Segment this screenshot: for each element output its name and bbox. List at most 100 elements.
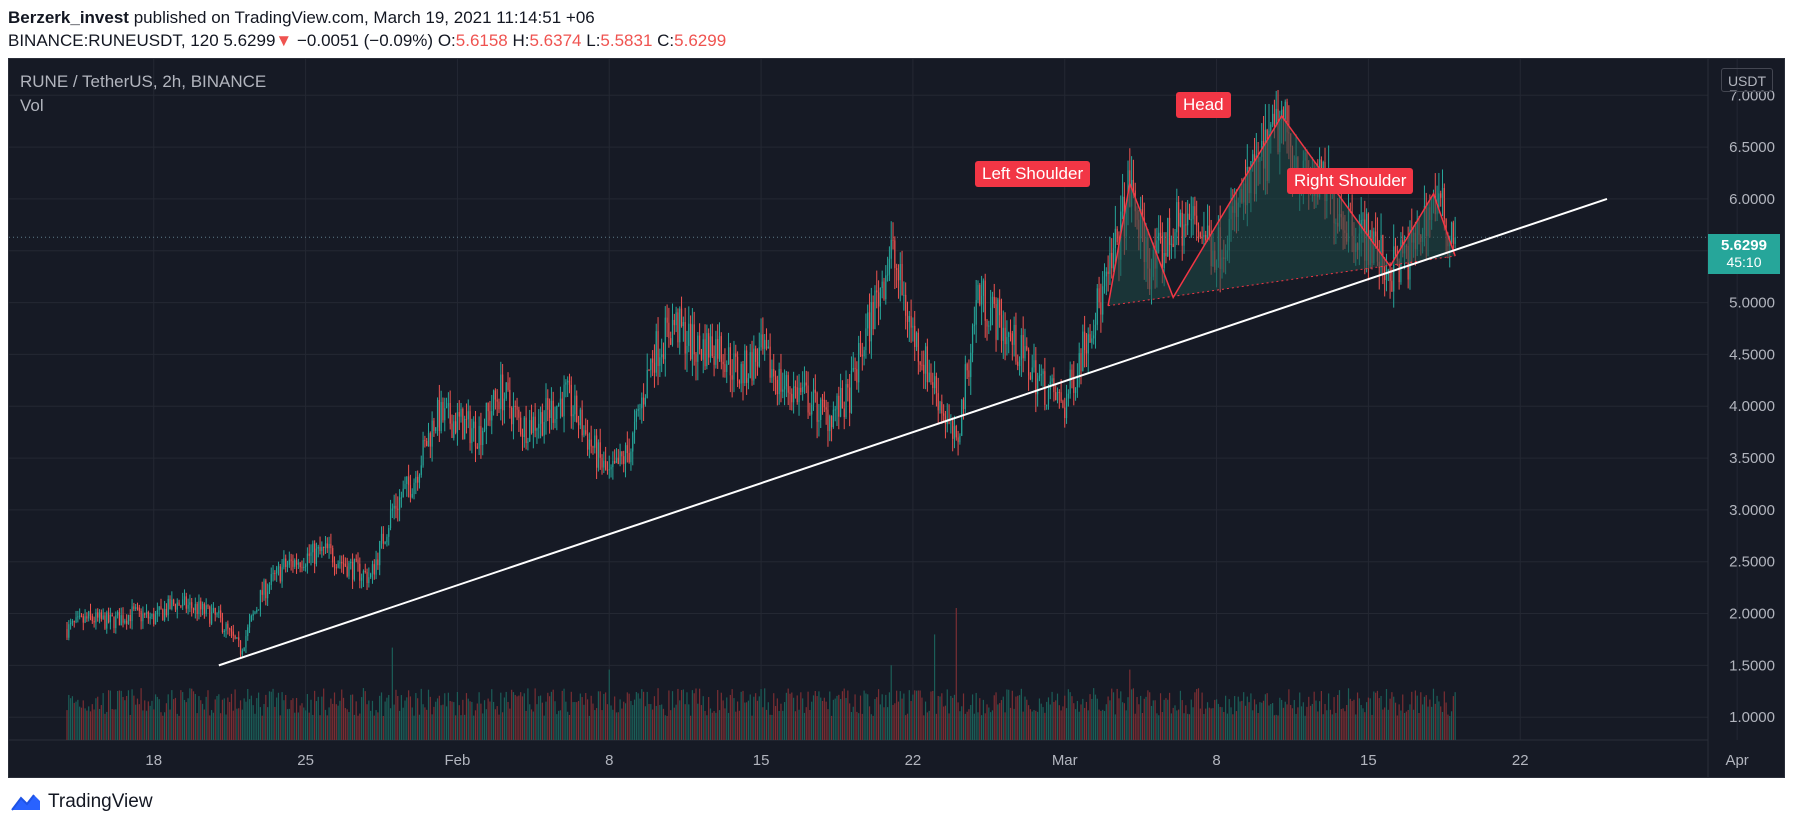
candle-body [1170, 243, 1172, 245]
currency-unit-button[interactable]: USDT [1721, 68, 1773, 92]
volume-bar [1349, 698, 1351, 740]
right-shoulder-label[interactable]: Right Shoulder [1287, 168, 1414, 194]
volume-bar [670, 710, 672, 740]
candle-body [174, 604, 177, 610]
volume-bar [404, 700, 406, 740]
volume-bar [1447, 714, 1449, 740]
candle-body [364, 570, 366, 573]
volume-bar [847, 690, 849, 740]
volume-bar [646, 691, 648, 740]
candle-body [1178, 202, 1180, 227]
candle-body [1203, 235, 1205, 238]
candle-body [688, 323, 690, 346]
candle-body [903, 294, 905, 296]
candle-body [75, 617, 77, 623]
volume-bar [382, 715, 384, 740]
volume-bar [211, 710, 213, 740]
candle-body [1091, 338, 1093, 343]
candle-body [567, 380, 569, 383]
candle-body [975, 299, 977, 325]
candle-body [637, 408, 639, 411]
head-label[interactable]: Head [1176, 92, 1231, 118]
volume-bar [389, 708, 392, 740]
volume-bar [1084, 707, 1086, 740]
time-tick-label: Mar [1052, 752, 1078, 769]
candle-body [512, 405, 515, 425]
volume-bar [1116, 688, 1118, 740]
candle-body [145, 612, 148, 614]
volume-bar [1192, 707, 1194, 740]
volume-bar [259, 707, 262, 740]
volume-bar [1331, 714, 1333, 740]
candle-body [639, 408, 641, 410]
candle-body [162, 609, 164, 621]
volume-bar [532, 711, 534, 740]
time-axis[interactable]: 18 25 Feb 8 15 22 Mar 8 15 22 Apr [145, 752, 1748, 769]
volume-bar [1369, 698, 1371, 740]
candle-body [310, 552, 312, 556]
candle-body [1096, 288, 1098, 325]
volume-bar [68, 694, 70, 740]
volume-bar [1255, 704, 1257, 740]
volume-bar [899, 691, 901, 740]
candle-body [1071, 369, 1073, 380]
candle-body [203, 603, 205, 614]
candle-body [424, 440, 426, 442]
price-tick-label: 3.0000 [1729, 502, 1775, 519]
volume-indicator-label[interactable]: Vol [20, 96, 44, 115]
head-and-shoulders-pattern[interactable] [1107, 114, 1456, 307]
volume-bar [686, 692, 688, 740]
candle-body [1111, 252, 1113, 269]
candle-body [807, 385, 809, 413]
candle-body [192, 608, 195, 611]
candle-body [80, 615, 83, 617]
volume-bar [823, 697, 825, 740]
candle-body [662, 354, 665, 360]
volume-bar [144, 700, 146, 740]
candle-body [301, 567, 303, 569]
volume-bar [865, 693, 867, 740]
volume-bar [1087, 710, 1089, 740]
volume-bar [1065, 708, 1068, 740]
candle-body [73, 620, 75, 623]
volume-bar [216, 695, 218, 740]
candle-body [464, 418, 466, 440]
volume-bar [458, 705, 460, 740]
volume-bar [209, 715, 211, 740]
volume-bar [294, 712, 296, 740]
candle-body [1114, 228, 1116, 249]
candle-body [543, 421, 545, 436]
volume-bar [1322, 714, 1324, 740]
volume-bar [870, 714, 872, 740]
volume-bar [1268, 705, 1270, 740]
left-shoulder-label[interactable]: Left Shoulder [975, 161, 1091, 187]
candle-body [276, 567, 278, 574]
volume-bar [818, 691, 820, 740]
volume-bar [315, 701, 318, 740]
volume-bar [615, 712, 618, 740]
volume-bar [120, 690, 122, 740]
trendline[interactable] [218, 197, 1608, 667]
candle-body [303, 566, 305, 568]
price-axis[interactable]: 1.0000 1.5000 2.0000 2.5000 3.0000 3.5000 4.00… [1729, 87, 1775, 726]
chart-frame[interactable] [8, 58, 1785, 778]
candle-body [191, 602, 193, 609]
candle-body [1020, 335, 1022, 360]
series-title[interactable]: RUNE / TetherUS, 2h, BINANCE [20, 72, 267, 91]
candle-body [932, 382, 934, 389]
publisher-name[interactable]: Berzerk_invest [8, 8, 129, 27]
volume-bar [924, 701, 927, 740]
volume-bar [1232, 714, 1234, 740]
candle-body [476, 446, 478, 449]
tradingview-brand[interactable]: TradingView [10, 791, 153, 813]
candle-body [1047, 389, 1050, 405]
candle-body [415, 476, 417, 483]
candle-body [988, 325, 990, 327]
volume-bar [104, 713, 106, 740]
volume-bar [449, 700, 451, 740]
volume-bar [1121, 702, 1124, 740]
candle-body [565, 382, 567, 385]
volume-bar [409, 696, 412, 740]
volume-bar [1228, 699, 1230, 740]
